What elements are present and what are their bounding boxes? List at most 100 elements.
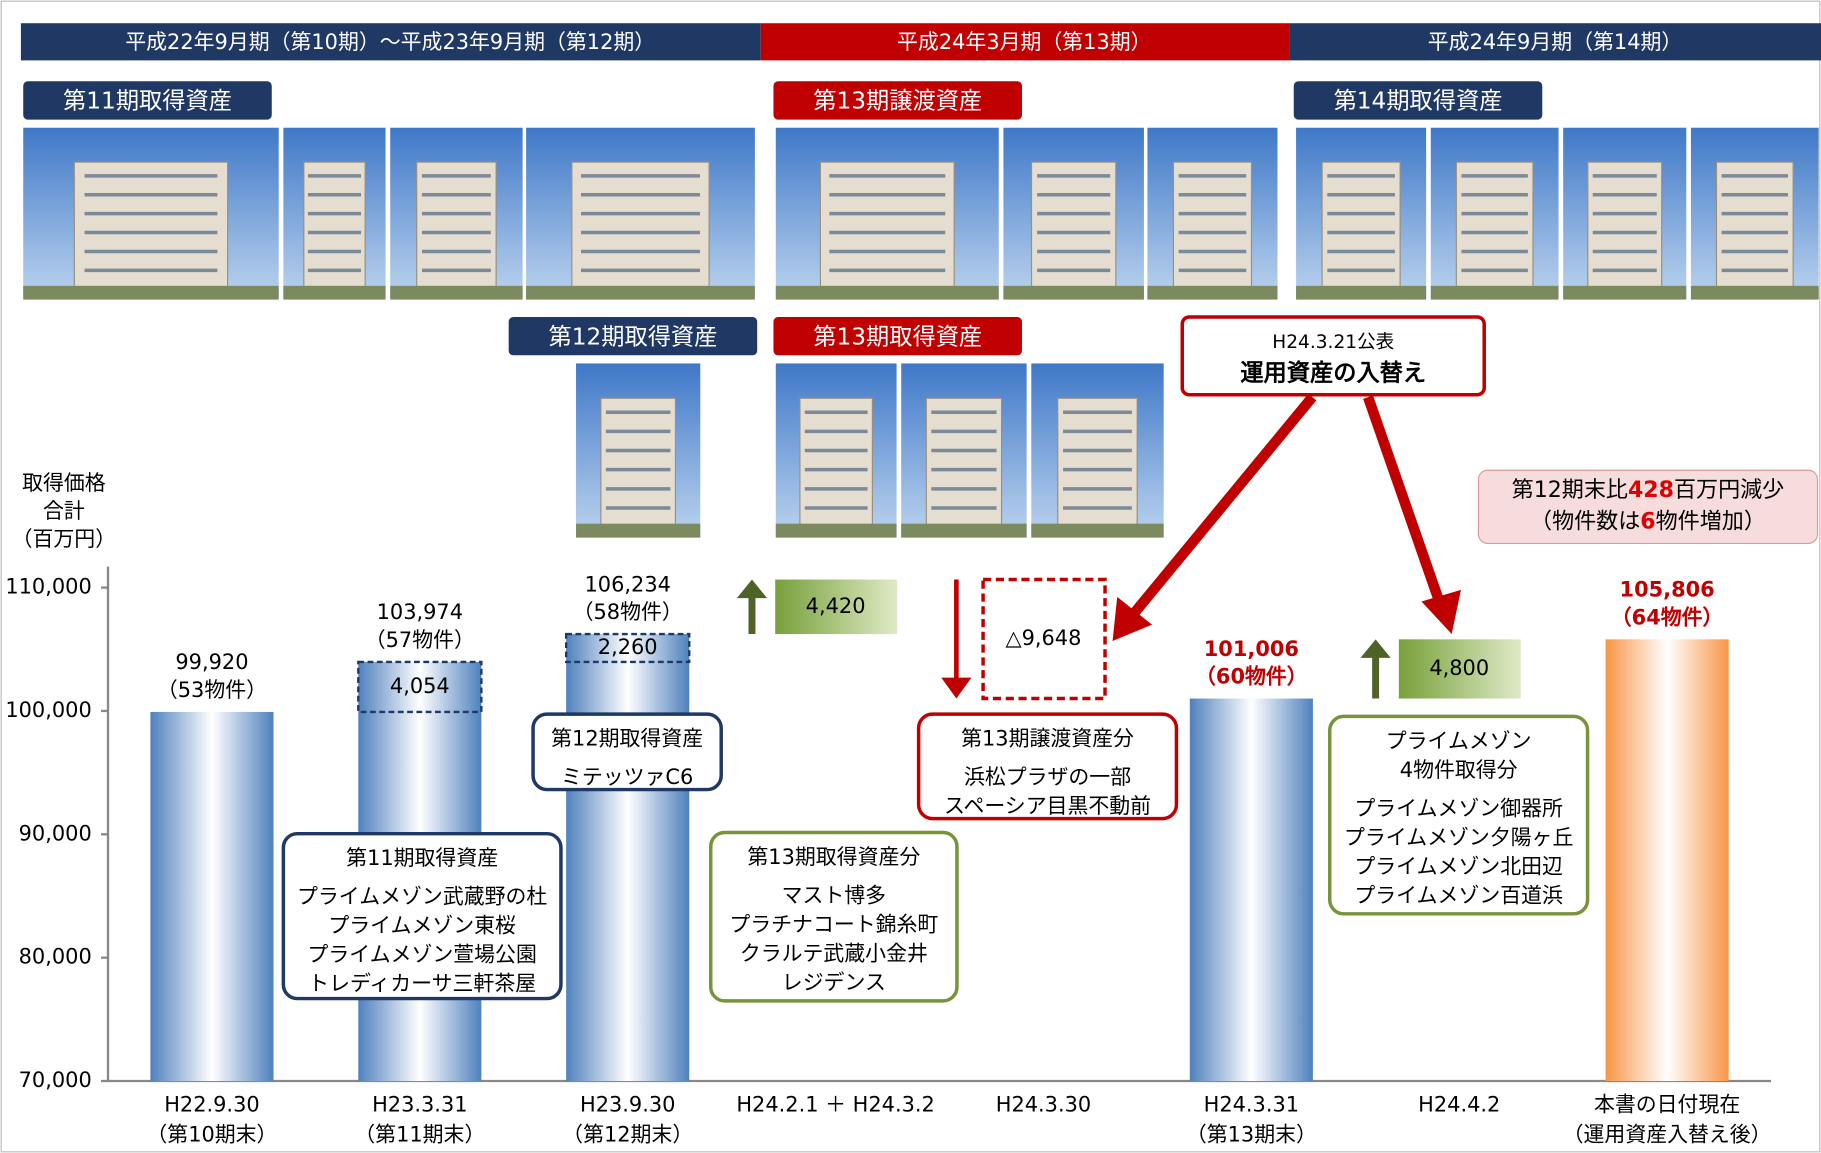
photo-ground	[776, 524, 897, 538]
y-tick-label: 80,000	[19, 945, 92, 969]
bar	[566, 634, 689, 1081]
summary-number: 428	[1628, 478, 1674, 503]
x-tick-label: H23.3.31	[372, 1092, 467, 1116]
x-tick-label: 本書の日付現在	[1594, 1092, 1740, 1116]
announcement-title: 運用資産の入替え	[1240, 359, 1426, 386]
x-tick-sublabel: （運用資産入替え後）	[1563, 1123, 1772, 1147]
decrement-arrow-head	[941, 678, 971, 699]
photo-ground	[776, 286, 999, 300]
header-text: 平成24年9月期（第14期）	[1428, 30, 1683, 54]
header-text: 平成24年3月期（第13期）	[897, 30, 1152, 54]
photo-ground	[1431, 286, 1559, 300]
increment-arrow-head	[1361, 639, 1391, 658]
summary-number: 6	[1640, 510, 1655, 535]
note-heading: 第11期取得資産	[346, 846, 498, 870]
arrows	[1113, 397, 1461, 641]
note-item: スペーシア目黒不動前	[944, 794, 1151, 818]
photo-ground	[390, 286, 522, 300]
photo-ground	[283, 286, 385, 300]
summary-text: 物件増加）	[1656, 510, 1766, 535]
note-item: ミテッツァC6	[561, 765, 693, 789]
note-item: プライムメゾン萱場公園	[307, 943, 536, 967]
bar	[150, 712, 273, 1081]
summary-line: （物件数は6物件増加）	[1530, 510, 1766, 535]
y-axis-label: 合計	[43, 499, 85, 523]
note-item: クラルテ武蔵小金井	[740, 941, 928, 965]
page: 平成22年9月期（第10期）～平成23年9月期（第12期） 平成24年3月期（第…	[0, 0, 1821, 1153]
note-item: プライムメゾン百道浜	[1354, 883, 1563, 907]
increment-label: 2,260	[598, 635, 658, 659]
photo-ground	[1147, 286, 1277, 300]
note-item: プライムメゾン御器所	[1354, 796, 1563, 820]
x-tick-sublabel: （第10期末）	[146, 1123, 277, 1147]
photo-ground	[1563, 286, 1686, 300]
note-heading: 4物件取得分	[1400, 758, 1518, 782]
x-tick-sublabel: （第13期末）	[1186, 1123, 1317, 1147]
increment-label: △9,648	[1006, 626, 1082, 650]
photo-group-label: 第12期取得資産	[548, 323, 717, 350]
x-tick-label: H24.3.31	[1204, 1092, 1299, 1116]
header-text: 平成22年9月期（第10期）～平成23年9月期（第12期）	[125, 30, 655, 54]
y-axis-label: （百万円）	[12, 527, 116, 551]
bar	[1606, 639, 1729, 1081]
value-label: 106,234	[585, 572, 671, 596]
note-heading: プライムメゾン	[1386, 729, 1532, 753]
value-label: 105,806	[1620, 578, 1715, 602]
note-item: プライムメゾン武蔵野の杜	[297, 885, 547, 909]
photo-ground	[901, 524, 1026, 538]
summary-text: （物件数は	[1530, 510, 1640, 535]
y-tick-label: 100,000	[5, 698, 91, 722]
increment-label: 4,800	[1429, 656, 1489, 680]
photo-group-label: 第14期取得資産	[1334, 88, 1503, 115]
note-heading: 第13期取得資産分	[747, 845, 920, 869]
note-item: プライムメゾン東桜	[328, 914, 516, 938]
note-heading: 第12期取得資産	[551, 727, 703, 751]
x-tick-sublabel: （第12期末）	[562, 1123, 693, 1147]
x-tick-label: H24.4.2	[1418, 1092, 1500, 1116]
increment-label: 4,420	[806, 594, 866, 618]
count-label: （57物件）	[365, 628, 475, 652]
note-item: トレディカーサ三軒茶屋	[308, 972, 536, 996]
photo-ground	[1031, 524, 1163, 538]
photo-group-label: 第13期譲渡資産	[813, 88, 982, 115]
count-label: （60物件）	[1195, 665, 1308, 689]
arrow-shaft	[1368, 397, 1440, 604]
note-item: 浜松プラザの一部	[964, 765, 1131, 789]
photo-ground	[526, 286, 755, 300]
photo-group-label: 第11期取得資産	[63, 88, 232, 115]
photo-ground	[23, 286, 278, 300]
summary-text: 百万円減少	[1674, 478, 1784, 503]
photo-group-label: 第13期取得資産	[813, 323, 982, 350]
note-item: プラチナコート錦糸町	[729, 912, 938, 936]
photo-ground	[1296, 286, 1426, 300]
count-label: （64物件）	[1611, 605, 1724, 629]
value-label: 101,006	[1204, 637, 1299, 661]
value-label: 99,920	[175, 650, 248, 674]
x-tick-label: H24.3.30	[996, 1092, 1091, 1116]
note-heading: 第13期譲渡資産分	[961, 727, 1134, 751]
count-label: （53物件）	[157, 678, 267, 702]
y-tick-label: 110,000	[5, 575, 91, 599]
increment-label: 4,054	[390, 674, 450, 698]
y-axis-label: 取得価格	[22, 471, 106, 495]
slide: 平成22年9月期（第10期）～平成23年9月期（第12期） 平成24年3月期（第…	[0, 0, 1821, 1153]
x-tick-sublabel: （第11期末）	[354, 1123, 485, 1147]
note-item: マスト博多	[782, 883, 886, 907]
x-tick-label: H23.9.30	[580, 1092, 675, 1116]
x-tick-label: H24.2.1 ＋ H24.3.2	[736, 1092, 935, 1116]
arrow-head	[1421, 590, 1460, 634]
x-tick-label: H22.9.30	[164, 1092, 259, 1116]
y-tick-label: 70,000	[19, 1068, 92, 1092]
bar	[1190, 699, 1313, 1081]
y-tick-label: 90,000	[19, 821, 92, 845]
announcement-date: H24.3.21公表	[1272, 332, 1394, 353]
summary-text: 第12期末比	[1512, 478, 1628, 503]
summary-line: 第12期末比428百万円減少	[1512, 478, 1785, 503]
note-item: プライムメゾン夕陽ヶ丘	[1344, 825, 1573, 849]
increment-arrow-head	[737, 580, 767, 599]
count-label: （58物件）	[573, 600, 683, 624]
photo-ground	[576, 524, 700, 538]
value-label: 103,974	[377, 600, 463, 624]
photo-ground	[1691, 286, 1819, 300]
note-item: プライムメゾン北田辺	[1354, 854, 1563, 878]
